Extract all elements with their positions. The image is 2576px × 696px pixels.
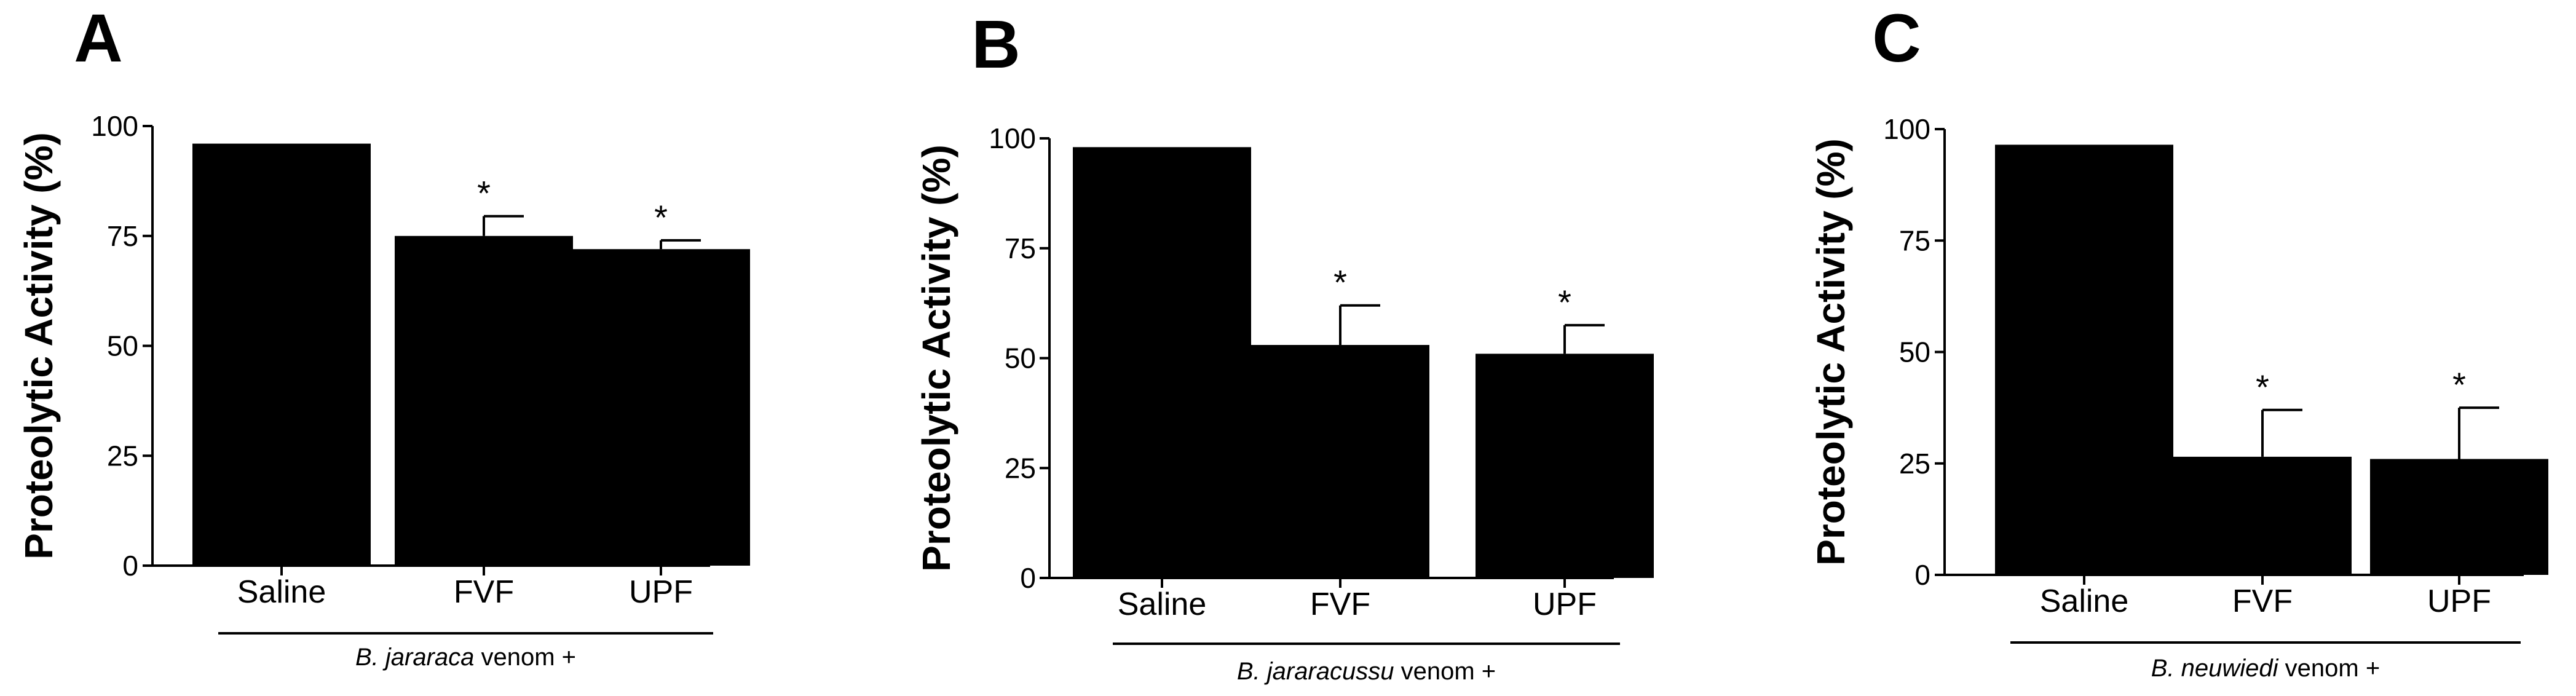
bar-upf (1476, 354, 1654, 578)
bar-fvf (395, 235, 573, 566)
significance-marker: * (1333, 263, 1347, 302)
y-axis-label: Proteolytic Activity (%) (17, 132, 61, 560)
group-label-suffix: venom + (2278, 655, 2380, 682)
category-label: UPF (2427, 583, 2491, 619)
bar-upf (572, 249, 750, 566)
category-label: Saline (1118, 587, 1207, 622)
group-label-species: B. jararacussu (1237, 658, 1394, 685)
bar-saline (1073, 147, 1251, 579)
y-axis-label: Proteolytic Activity (%) (1809, 138, 1853, 566)
group-label: B. neuwiedi venom + (2151, 655, 2380, 682)
y-tick-label: 0 (1020, 562, 1036, 594)
category-label: UPF (629, 574, 693, 610)
bar-saline (192, 143, 371, 566)
y-tick-label: 25 (1005, 452, 1036, 484)
y-tick-label: 100 (91, 110, 138, 142)
category-label: FVF (2232, 583, 2293, 619)
bar-fvf (1251, 345, 1429, 578)
category-label: FVF (1310, 587, 1370, 622)
y-tick-label: 100 (1883, 113, 1930, 145)
category-label: UPF (1533, 587, 1597, 622)
y-tick-label: 75 (1899, 224, 1930, 256)
group-label-species: B. neuwiedi (2151, 655, 2279, 682)
y-tick-label: 75 (107, 220, 138, 252)
significance-marker: * (2256, 368, 2269, 406)
panel-letter: C (1872, 1, 1921, 76)
significance-marker: * (1558, 283, 1571, 322)
category-label: Saline (237, 574, 326, 610)
bar-fvf (2173, 456, 2352, 575)
bar-saline (1995, 144, 2173, 575)
y-axis-label: Proteolytic Activity (%) (914, 144, 958, 572)
panel-letter: A (74, 1, 122, 76)
significance-marker: * (654, 198, 668, 237)
y-tick-label: 0 (122, 550, 138, 582)
chart-panel-c: C Proteolytic Activity (%) 0 25 50 75 100 Salin… (1809, 1, 2548, 682)
group-label-suffix: venom + (474, 644, 576, 671)
y-tick-label: 50 (1005, 342, 1036, 374)
chart-panel-b: B Proteolytic Activity (%) 0 25 50 75 100 Salin… (914, 7, 1654, 685)
y-tick-label: 25 (107, 440, 138, 472)
category-label: FVF (454, 574, 514, 610)
y-tick-label: 75 (1005, 232, 1036, 264)
y-tick-label: 100 (989, 122, 1036, 154)
group-label: B. jararaca venom + (355, 644, 576, 671)
panel-letter: B (971, 7, 1020, 82)
group-label-species: B. jararaca (355, 644, 474, 671)
significance-marker: * (477, 174, 491, 213)
category-label: Saline (2040, 583, 2129, 619)
bar-upf (2370, 459, 2548, 575)
group-label-suffix: venom + (1394, 658, 1496, 685)
y-tick-label: 0 (1914, 559, 1930, 591)
group-label: B. jararacussu venom + (1237, 658, 1496, 685)
significance-marker: * (2452, 365, 2466, 404)
chart-panel-a: A Proteolytic Activity (%) 0 25 50 75 100 Salin… (17, 1, 750, 671)
y-tick-label: 25 (1899, 448, 1930, 480)
y-tick-label: 50 (107, 330, 138, 362)
y-tick-label: 50 (1899, 336, 1930, 368)
